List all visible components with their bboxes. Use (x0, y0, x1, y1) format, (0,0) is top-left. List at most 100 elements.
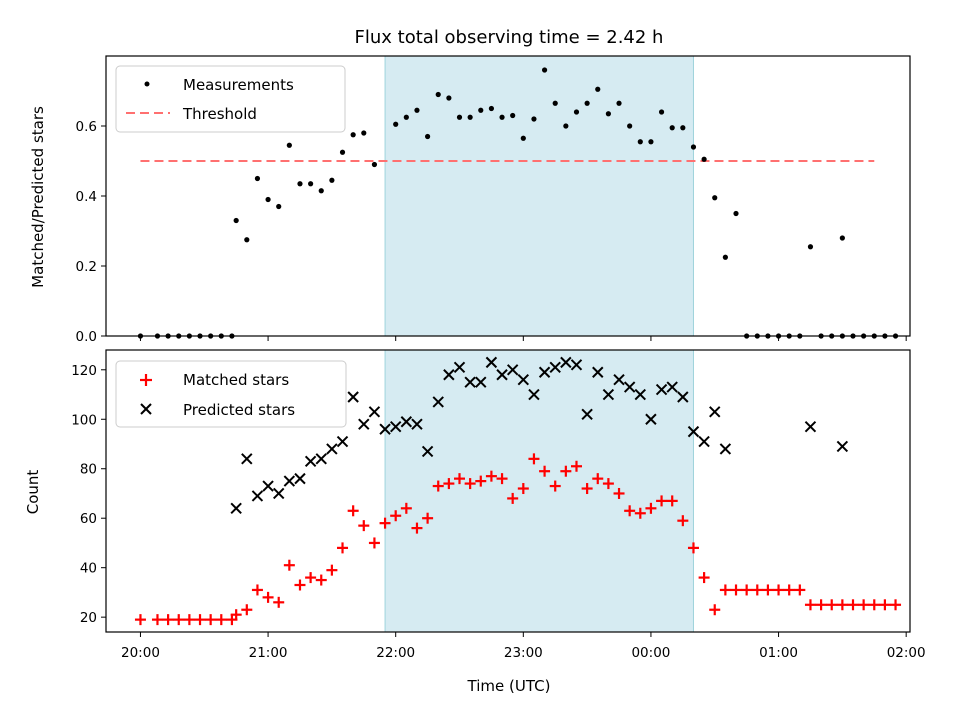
predicted-point (655, 383, 668, 396)
predicted-point (719, 443, 732, 455)
measurement-point (499, 114, 505, 120)
predicted-point (560, 356, 572, 369)
matched-point (581, 483, 593, 495)
predicted-point (336, 435, 349, 448)
bottom-panel: 20 40 60 80 100 120 20:00 21:00 22:00 23:00 00:00… (24, 349, 926, 695)
predicted-point (634, 388, 647, 401)
measurement-point (627, 123, 633, 129)
predicted-point (506, 364, 519, 376)
matched-point (560, 465, 572, 477)
measurement-point (573, 109, 580, 115)
matched-point (602, 478, 614, 490)
top-panel: 0.0 0.2 0.4 0.6 Matched/Predicted stars Mea… (29, 55, 911, 345)
top-legend-box (115, 65, 346, 133)
matched-point (794, 584, 806, 596)
matched-point (151, 614, 163, 626)
measurement-point (669, 125, 675, 131)
predicted-point (379, 423, 391, 435)
matched-point (294, 579, 306, 591)
matched-point (496, 473, 508, 485)
measurement-point (541, 67, 548, 73)
legend-measurements-marker (144, 81, 150, 87)
predicted-point (230, 502, 242, 515)
predicted-point (623, 381, 636, 393)
predicted-point (389, 420, 402, 433)
top-ytick-label: 0.4 (76, 189, 97, 205)
predicted-point (549, 361, 561, 374)
measurement-point (722, 254, 728, 260)
predicted-point (368, 406, 381, 418)
matched-point (507, 492, 519, 504)
top-legend: Measurements Threshold (115, 65, 346, 133)
bottom-ytick-label: 60 (80, 511, 97, 527)
measurement-point (531, 116, 537, 122)
matched-point (645, 502, 657, 514)
top-y-axis-label: Matched/Predicted stars (29, 106, 47, 288)
measurement-point (605, 111, 611, 117)
matched-point (719, 584, 731, 596)
predicted-point (581, 408, 593, 421)
x-tick-label: 20:00 (121, 645, 160, 661)
measurement-point (467, 114, 473, 120)
legend-threshold-label: Threshold (182, 105, 257, 123)
matched-point (230, 609, 242, 621)
matched-point (241, 604, 253, 616)
measurement-point (425, 133, 431, 140)
bottom-x-ticks: 20:00 21:00 22:00 23:00 00:00 01:00 02:00 (121, 632, 926, 661)
matched-point (183, 614, 195, 626)
predicted-point (262, 480, 274, 492)
predicted-point (602, 388, 615, 401)
matched-point (709, 604, 721, 616)
measurement-point (616, 100, 622, 106)
bottom-ytick-label: 80 (80, 462, 97, 478)
measurement-point (414, 107, 420, 113)
measurement-point (244, 237, 250, 243)
matched-point (826, 599, 838, 611)
x-tick-label: 01:00 (759, 645, 798, 661)
legend-matched-marker (140, 374, 152, 386)
bottom-ytick-label: 40 (80, 561, 97, 577)
matched-point (205, 614, 217, 626)
matched-point (215, 614, 227, 626)
predicted-point (666, 381, 678, 393)
bottom-ytick-label: 20 (80, 610, 97, 626)
measurement-point (371, 161, 378, 168)
measurement-point (446, 95, 452, 101)
matched-point (677, 515, 689, 527)
measurement-point (478, 107, 484, 113)
measurement-point (733, 210, 739, 217)
x-tick-label: 00:00 (631, 645, 670, 661)
measurement-point (308, 181, 314, 187)
measurement-point (839, 235, 845, 241)
matched-point (368, 537, 380, 549)
chart-title: Flux total observing time = 2.42 h (355, 27, 664, 48)
matched-point (517, 483, 529, 495)
matched-point (539, 465, 551, 477)
matched-point (624, 505, 636, 517)
predicted-point (421, 445, 434, 458)
predicted-point (326, 443, 338, 455)
matched-point (549, 480, 561, 492)
matched-point (528, 453, 540, 465)
matched-point (283, 559, 295, 571)
matched-point (411, 522, 423, 534)
x-tick-label: 02:00 (887, 645, 926, 661)
predicted-point (485, 356, 498, 369)
matched-point (762, 584, 774, 596)
measurement-point (435, 91, 441, 98)
measurement-point (690, 144, 697, 150)
top-ytick-label: 0.2 (76, 259, 97, 275)
matched-point (485, 470, 497, 482)
predicted-point (464, 376, 476, 388)
top-axes-frame (105, 55, 911, 337)
measurement-point (552, 100, 558, 106)
matched-point (432, 480, 444, 492)
matched-point (613, 487, 625, 499)
matched-point (804, 599, 816, 611)
predicted-point (432, 396, 444, 408)
matched-point (570, 460, 582, 472)
matched-point (273, 596, 285, 608)
matched-point (305, 572, 317, 584)
matched-point (422, 512, 434, 524)
